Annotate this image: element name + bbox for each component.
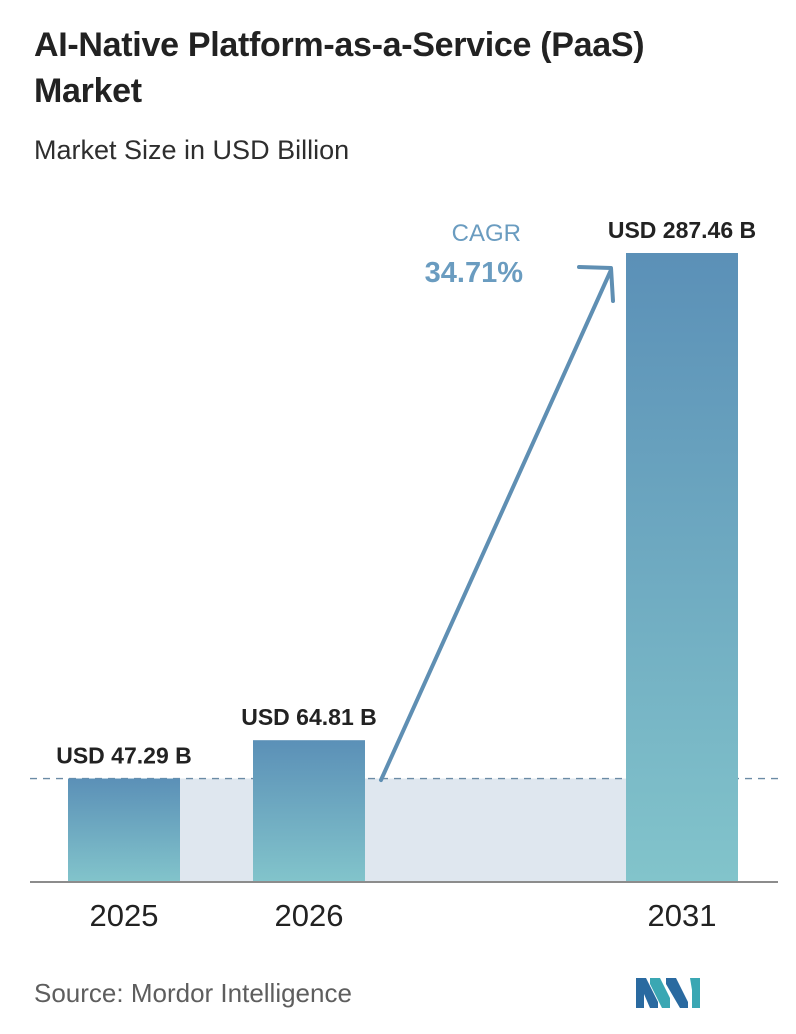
source-note: Source: Mordor Intelligence xyxy=(34,978,352,1008)
x-tick-label-2025: 2025 xyxy=(90,898,159,933)
x-tick-label-2031: 2031 xyxy=(648,898,717,933)
x-tick-label-2026: 2026 xyxy=(275,898,344,933)
cagr-value: 34.71% xyxy=(425,257,524,289)
bar-2031 xyxy=(626,253,738,882)
value-label-2025: USD 47.29 B xyxy=(56,743,192,769)
value-label-2026: USD 64.81 B xyxy=(241,704,377,730)
cagr-arrow-shaft xyxy=(379,268,613,782)
mordor-intelligence-logo xyxy=(636,978,700,1008)
bar-2026 xyxy=(253,740,365,882)
bar-2025 xyxy=(68,778,180,882)
cagr-arrow-head xyxy=(577,265,615,303)
chart-subtitle: Market Size in USD Billion xyxy=(34,135,350,165)
chart-title: AI-Native Platform-as-a-Service (PaaS) M… xyxy=(34,26,645,110)
cagr-label: CAGR xyxy=(452,220,521,247)
value-label-2031: USD 287.46 B xyxy=(608,217,756,243)
